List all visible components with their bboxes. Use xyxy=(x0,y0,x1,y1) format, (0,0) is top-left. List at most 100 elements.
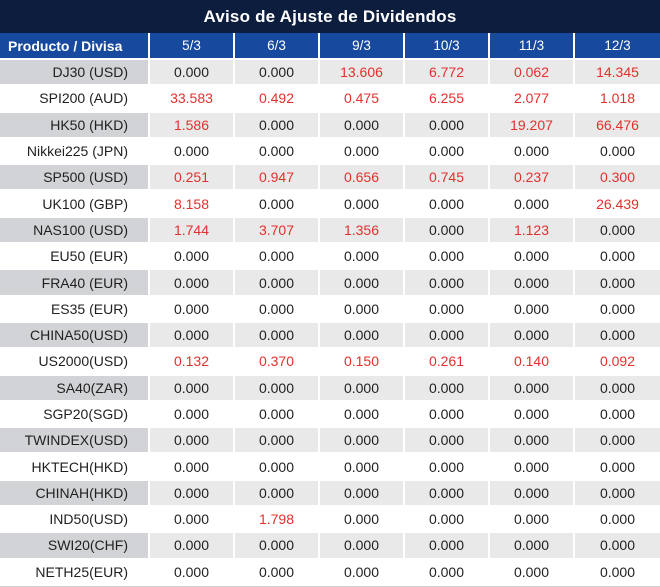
value-cell: 1.018 xyxy=(575,86,660,113)
value-cell: 0.000 xyxy=(575,559,660,586)
value-cell: 0.000 xyxy=(575,533,660,560)
product-cell: ES35 (EUR) xyxy=(0,296,150,323)
value-cell: 0.000 xyxy=(150,322,235,350)
product-cell: HK50 (HKD) xyxy=(0,112,150,139)
value-cell: 26.439 xyxy=(575,191,660,218)
value-cell: 0.000 xyxy=(575,138,660,166)
value-cell: 1.123 xyxy=(490,217,575,245)
product-cell: HKTECH(HKD) xyxy=(0,454,150,481)
value-cell: 0.000 xyxy=(235,480,320,508)
value-cell: 0.000 xyxy=(150,60,235,87)
value-cell: 0.000 xyxy=(320,296,405,323)
value-cell: 0.000 xyxy=(490,244,575,271)
value-cell: 0.140 xyxy=(490,349,575,376)
value-cell: 0.000 xyxy=(150,270,235,297)
value-cell: 0.000 xyxy=(150,375,235,402)
value-cell: 19.207 xyxy=(490,112,575,139)
value-cell: 6.255 xyxy=(405,86,490,113)
value-cell: 1.586 xyxy=(150,112,235,139)
value-cell: 0.000 xyxy=(150,507,235,534)
value-cell: 0.000 xyxy=(575,507,660,534)
value-cell: 0.000 xyxy=(575,270,660,297)
value-cell: 0.000 xyxy=(575,454,660,481)
value-cell: 1.798 xyxy=(235,507,320,534)
value-cell: 6.772 xyxy=(405,60,490,87)
value-cell: 0.000 xyxy=(320,428,405,455)
value-cell: 0.745 xyxy=(405,165,490,192)
product-cell: SA40(ZAR) xyxy=(0,375,150,402)
value-cell: 0.000 xyxy=(320,191,405,218)
value-cell: 2.077 xyxy=(490,86,575,113)
value-cell: 0.656 xyxy=(320,165,405,192)
value-cell: 0.000 xyxy=(405,428,490,455)
value-cell: 0.000 xyxy=(405,480,490,508)
product-cell: DJ30 (USD) xyxy=(0,60,150,87)
product-cell: TWINDEX(USD) xyxy=(0,428,150,455)
value-cell: 0.000 xyxy=(150,559,235,586)
value-cell: 0.000 xyxy=(150,244,235,271)
product-cell: EU50 (EUR) xyxy=(0,244,150,271)
value-cell: 0.132 xyxy=(150,349,235,376)
product-cell: CHINAH(HKD) xyxy=(0,480,150,508)
value-cell: 0.000 xyxy=(235,322,320,350)
col-header-product: Producto / Divisa xyxy=(0,33,150,60)
value-cell: 0.000 xyxy=(490,559,575,586)
value-cell: 0.000 xyxy=(405,507,490,534)
col-header-date: 9/3 xyxy=(320,33,405,60)
value-cell: 1.744 xyxy=(150,217,235,245)
value-cell: 0.000 xyxy=(575,480,660,508)
value-cell: 0.000 xyxy=(490,507,575,534)
value-cell: 0.000 xyxy=(235,428,320,455)
value-cell: 0.000 xyxy=(235,401,320,429)
value-cell: 0.000 xyxy=(575,401,660,429)
value-cell: 0.237 xyxy=(490,165,575,192)
col-header-date: 10/3 xyxy=(405,33,490,60)
notice-title: Aviso de Ajuste de Dividendos xyxy=(0,0,660,33)
value-cell: 0.000 xyxy=(490,270,575,297)
value-cell: 0.000 xyxy=(235,533,320,560)
value-cell: 0.000 xyxy=(575,296,660,323)
value-cell: 0.000 xyxy=(150,138,235,166)
value-cell: 0.000 xyxy=(235,270,320,297)
value-cell: 0.000 xyxy=(405,191,490,218)
product-cell: SPI200 (AUD) xyxy=(0,86,150,113)
value-cell: 0.000 xyxy=(490,322,575,350)
value-cell: 0.000 xyxy=(490,401,575,429)
value-cell: 0.000 xyxy=(235,244,320,271)
value-cell: 0.150 xyxy=(320,349,405,376)
value-cell: 0.000 xyxy=(320,270,405,297)
product-cell: NETH25(EUR) xyxy=(0,559,150,586)
value-cell: 0.000 xyxy=(405,138,490,166)
product-cell: IND50(USD) xyxy=(0,507,150,534)
value-cell: 0.000 xyxy=(405,217,490,245)
col-header-date: 11/3 xyxy=(490,33,575,60)
value-cell: 33.583 xyxy=(150,86,235,113)
value-cell: 0.000 xyxy=(405,533,490,560)
value-cell: 0.000 xyxy=(405,375,490,402)
value-cell: 0.000 xyxy=(150,401,235,429)
product-cell: Nikkei225 (JPN) xyxy=(0,138,150,166)
product-cell: US2000(USD) xyxy=(0,349,150,376)
value-cell: 0.000 xyxy=(490,191,575,218)
value-cell: 0.000 xyxy=(575,322,660,350)
product-cell: UK100 (GBP) xyxy=(0,191,150,218)
value-cell: 13.606 xyxy=(320,60,405,87)
value-cell: 0.000 xyxy=(575,428,660,455)
value-cell: 0.000 xyxy=(405,270,490,297)
product-cell: SWI20(CHF) xyxy=(0,533,150,560)
value-cell: 0.000 xyxy=(235,191,320,218)
value-cell: 14.345 xyxy=(575,60,660,87)
value-cell: 0.000 xyxy=(235,112,320,139)
value-cell: 0.000 xyxy=(320,559,405,586)
value-cell: 0.000 xyxy=(320,375,405,402)
value-cell: 0.000 xyxy=(320,138,405,166)
col-header-date: 6/3 xyxy=(235,33,320,60)
value-cell: 0.000 xyxy=(405,322,490,350)
value-cell: 0.000 xyxy=(490,428,575,455)
header-row: Producto / Divisa 5/3 6/3 9/3 10/3 11/3 12/3 xyxy=(0,33,660,60)
value-cell: 0.370 xyxy=(235,349,320,376)
value-cell: 0.261 xyxy=(405,349,490,376)
value-cell: 0.000 xyxy=(405,401,490,429)
value-cell: 0.000 xyxy=(405,112,490,139)
